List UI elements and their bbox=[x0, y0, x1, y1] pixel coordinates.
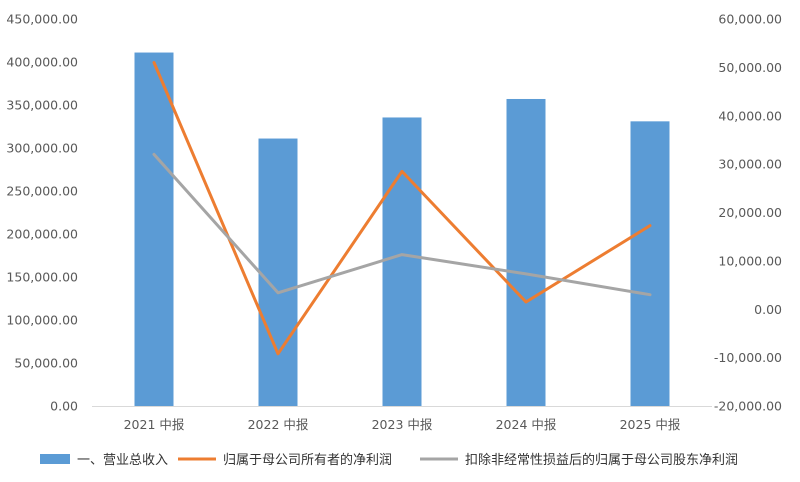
x-axis-tick-label: 2022 中报 bbox=[248, 417, 309, 432]
legend-swatch bbox=[40, 454, 70, 464]
right-axis-tick-label: 20,000.00 bbox=[718, 205, 782, 220]
legend: 一、营业总收入 归属于母公司所有者的净利润 扣除非经常性损益后的归属于母公司股东净利… bbox=[40, 452, 738, 468]
line-series bbox=[152, 61, 652, 356]
bar bbox=[506, 98, 546, 406]
x-axis: 2021 中报 2022 中报 2023 中报 2024 中报 2025 中报 bbox=[92, 406, 712, 432]
left-axis-tick-label: 350,000.00 bbox=[6, 98, 78, 113]
right-axis-tick-label: 50,000.00 bbox=[718, 60, 782, 75]
bar-series bbox=[134, 52, 670, 407]
x-axis-tick-label: 2025 中报 bbox=[620, 417, 681, 432]
left-axis-tick-label: 200,000.00 bbox=[6, 227, 78, 242]
left-axis-tick-label: 300,000.00 bbox=[6, 141, 78, 156]
left-axis-tick-label: 150,000.00 bbox=[6, 270, 78, 285]
left-axis-tick-label: 50,000.00 bbox=[14, 356, 78, 371]
left-axis-tick-label: 450,000.00 bbox=[6, 12, 78, 27]
x-axis-tick-label: 2024 中报 bbox=[496, 417, 557, 432]
right-axis-tick-label: -10,000.00 bbox=[714, 350, 782, 365]
legend-label: 一、营业总收入 bbox=[77, 453, 168, 468]
x-axis-tick-label: 2023 中报 bbox=[372, 417, 433, 432]
line-series-path bbox=[152, 61, 652, 356]
bar bbox=[134, 52, 174, 406]
right-axis-tick-label: 30,000.00 bbox=[718, 157, 782, 172]
right-axis-tick-label: 40,000.00 bbox=[718, 108, 782, 123]
left-axis: 0.00 50,000.00 100,000.00 150,000.00 200,000… bbox=[6, 12, 78, 414]
left-axis-tick-label: 400,000.00 bbox=[6, 55, 78, 70]
left-axis-tick-label: 100,000.00 bbox=[6, 313, 78, 328]
bar bbox=[382, 117, 422, 406]
right-axis-tick-label: 60,000.00 bbox=[718, 12, 782, 27]
line-series-path bbox=[152, 152, 652, 297]
x-axis-tick-label: 2021 中报 bbox=[124, 417, 185, 432]
bar bbox=[258, 138, 298, 407]
right-axis-tick-label: 10,000.00 bbox=[718, 253, 782, 268]
legend-label: 扣除非经常性损益后的归属于母公司股东净利润 bbox=[465, 452, 738, 468]
right-axis: -20,000.00 -10,000.00 0.00 10,000.00 20,000.… bbox=[714, 12, 782, 414]
right-axis-tick-label: -20,000.00 bbox=[714, 399, 782, 414]
legend-label: 归属于母公司所有者的净利润 bbox=[223, 452, 392, 468]
left-axis-tick-label: 0.00 bbox=[50, 399, 78, 414]
bar bbox=[630, 121, 670, 406]
left-axis-tick-label: 250,000.00 bbox=[6, 184, 78, 199]
right-axis-tick-label: 0.00 bbox=[754, 302, 782, 317]
